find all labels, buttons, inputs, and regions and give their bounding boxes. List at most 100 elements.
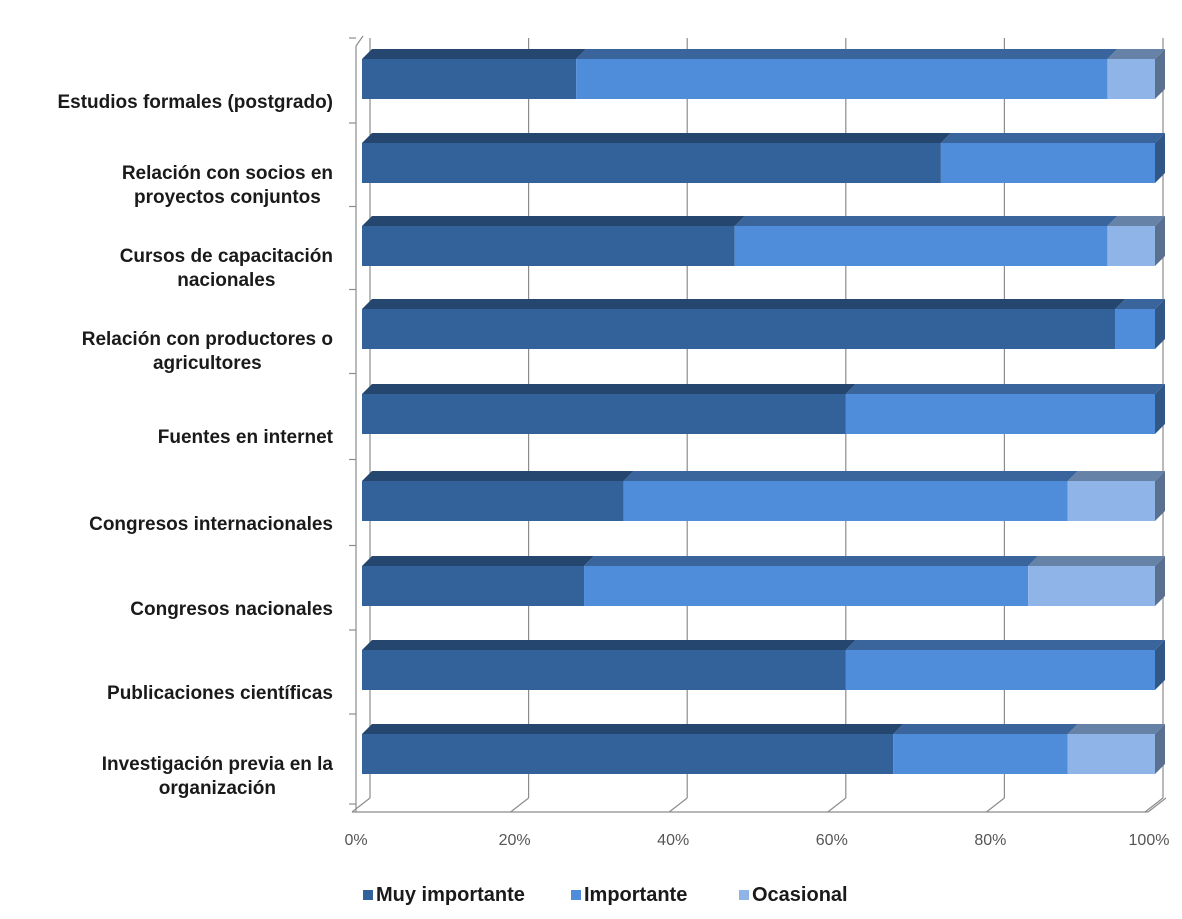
- bar-importante: [893, 734, 1068, 774]
- bar-muy-importante: [362, 309, 1116, 349]
- bar-importante-top: [940, 133, 1165, 143]
- bar-importante: [940, 143, 1155, 183]
- category-labels: Estudios formales (postgrado) Relación co…: [57, 92, 333, 799]
- bar-muy-importante-top: [362, 49, 587, 59]
- bar-ocasional-side: [1155, 49, 1165, 99]
- bar-importante-top: [584, 556, 1039, 566]
- bar-importante-side: [1155, 299, 1165, 349]
- category-label-line: proyectos conjuntos: [134, 187, 321, 208]
- category-label-line: agricultores: [153, 353, 262, 374]
- bar-muy-importante: [362, 59, 577, 99]
- category-label: Congresos nacionales: [130, 599, 333, 620]
- category-label: Estudios formales (postgrado): [57, 92, 333, 113]
- bar-muy-importante-top: [362, 471, 634, 481]
- bar-importante: [584, 566, 1029, 606]
- bar-ocasional-side: [1155, 724, 1165, 774]
- bar-ocasional: [1028, 566, 1155, 606]
- category-label-line: Publicaciones científicas: [107, 683, 333, 704]
- bar-ocasional-top: [1107, 49, 1165, 59]
- bar-importante-top: [1115, 299, 1165, 309]
- category-label: Fuentes en internet: [158, 427, 334, 448]
- legend-swatch: [363, 890, 373, 900]
- category-label-line: Congresos internacionales: [89, 514, 333, 535]
- bar-muy-importante-top: [362, 724, 904, 734]
- bar-muy-importante-top: [362, 133, 951, 143]
- category-label-line: Cursos de capacitación: [120, 246, 333, 267]
- bar-muy-importante: [362, 394, 846, 434]
- bar-muy-importante-top: [362, 384, 856, 394]
- bar-importante-side: [1155, 133, 1165, 183]
- category-label-line: Congresos nacionales: [130, 599, 333, 620]
- category-label: Investigación previa en la organización: [102, 754, 334, 799]
- x-tick-label: 0%: [344, 832, 367, 849]
- bar-ocasional-side: [1155, 556, 1165, 606]
- bar-importante: [734, 226, 1108, 266]
- x-tick-label: 60%: [816, 832, 848, 849]
- bar-importante-top: [845, 384, 1165, 394]
- category-label-line: Estudios formales (postgrado): [57, 92, 333, 113]
- bar-ocasional: [1067, 481, 1155, 521]
- x-tick-label: 20%: [499, 832, 531, 849]
- category-label: Relación con socios en proyectos conjunto…: [122, 163, 333, 208]
- category-label-line: Relación con socios en: [122, 163, 333, 184]
- x-tick-label: 100%: [1129, 832, 1170, 849]
- bar-importante: [623, 481, 1068, 521]
- x-tick-labels: 0% 20% 40% 60% 80% 100%: [344, 832, 1169, 849]
- legend-swatch: [571, 890, 581, 900]
- bar-muy-importante: [362, 226, 735, 266]
- floor-gridline: [986, 797, 1005, 813]
- floor-gridline: [510, 797, 529, 813]
- legend-label: Ocasional: [752, 884, 848, 906]
- legend-swatch: [739, 890, 749, 900]
- y-axis-top-edge: [355, 35, 364, 47]
- category-label-line: Relación con productores o: [82, 329, 333, 350]
- bar-importante-side: [1155, 640, 1165, 690]
- axes: [349, 35, 1167, 813]
- bar-importante-top: [576, 49, 1118, 59]
- bar-muy-importante-top: [362, 299, 1126, 309]
- legend: Muy importante Importante Ocasional: [363, 884, 848, 906]
- category-label: Publicaciones científicas: [107, 683, 333, 704]
- bar-ocasional-top: [1067, 724, 1165, 734]
- bar-ocasional-side: [1155, 216, 1165, 266]
- bar-muy-importante: [362, 143, 941, 183]
- bar-ocasional-top: [1028, 556, 1165, 566]
- category-label-line: organización: [159, 778, 276, 799]
- bar-importante: [576, 59, 1108, 99]
- bar-importante-top: [893, 724, 1078, 734]
- bar-importante: [1115, 309, 1155, 349]
- bar-importante-top: [845, 640, 1165, 650]
- bar-muy-importante-top: [362, 556, 595, 566]
- bar-importante: [845, 650, 1155, 690]
- bar-muy-importante: [362, 566, 585, 606]
- floor-gridline: [827, 797, 847, 813]
- bar-ocasional-side: [1155, 471, 1165, 521]
- category-label-line: Fuentes en internet: [158, 427, 334, 448]
- bar-muy-importante: [362, 650, 846, 690]
- bar-ocasional: [1067, 734, 1155, 774]
- bar-ocasional: [1107, 59, 1155, 99]
- legend-label: Importante: [584, 884, 687, 906]
- legend-label: Muy importante: [376, 884, 525, 906]
- floor-gridline: [1144, 797, 1164, 813]
- x-axis-depth-edge: [1147, 797, 1167, 813]
- category-label: Cursos de capacitación nacionales: [120, 246, 333, 291]
- bar-ocasional-top: [1107, 216, 1165, 226]
- category-label-line: Investigación previa en la: [102, 754, 334, 775]
- bar-ocasional: [1107, 226, 1155, 266]
- floor-gridline: [351, 797, 371, 813]
- category-label-line: nacionales: [177, 270, 275, 291]
- category-label: Congresos internacionales: [89, 514, 333, 535]
- bar-importante-side: [1155, 384, 1165, 434]
- bar-muy-importante-top: [362, 216, 745, 226]
- bar-ocasional-top: [1067, 471, 1165, 481]
- bar-importante: [845, 394, 1155, 434]
- bar-muy-importante-top: [362, 640, 856, 650]
- x-tick-label: 40%: [657, 832, 689, 849]
- bar-importante-top: [623, 471, 1078, 481]
- category-label: Relación con productores o agricultores: [82, 329, 333, 374]
- floor-gridline: [668, 797, 688, 813]
- bar-muy-importante: [362, 481, 624, 521]
